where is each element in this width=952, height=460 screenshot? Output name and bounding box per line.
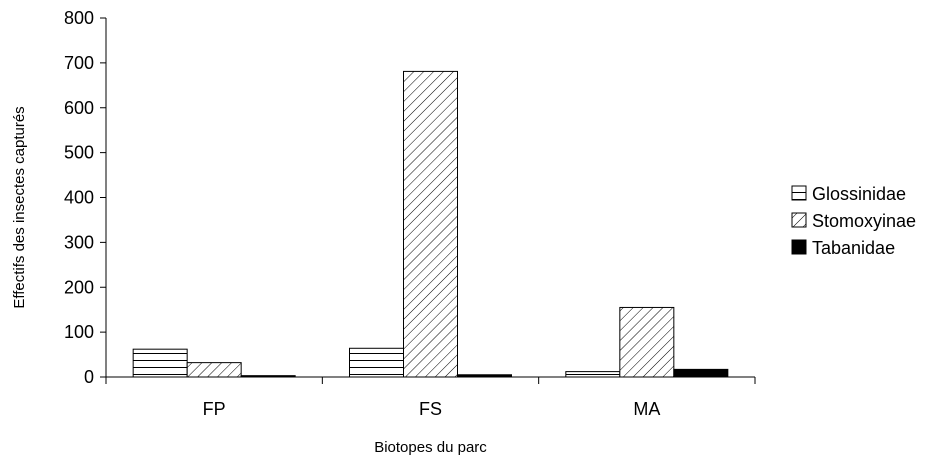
y-tick-label: 300 <box>64 232 94 252</box>
x-category-label: FP <box>203 399 226 419</box>
legend-label-stomoxyinae: Stomoxyinae <box>812 211 916 231</box>
bar-stomoxyinae-fs <box>403 70 458 378</box>
bar-stomoxyinae-ma <box>619 306 675 378</box>
legend: Glossinidae Stomoxyinae Tabanidae <box>791 184 916 258</box>
bar-tabanidae-ma <box>673 368 729 378</box>
labels: 0 100 200 300 400 500 600 700 800 FP FS MA Biotopes … <box>11 8 660 456</box>
y-tick-label: 600 <box>64 98 94 118</box>
bars <box>132 70 729 378</box>
y-tick-label: 200 <box>64 277 94 297</box>
y-tick-label: 700 <box>64 53 94 73</box>
bar-stomoxyinae-fp <box>186 362 242 378</box>
y-tick-label: 800 <box>64 8 94 28</box>
x-axis-title: Biotopes du parc <box>374 439 487 456</box>
y-tick-label: 0 <box>84 367 94 387</box>
bar-glossinidae-fp <box>132 348 188 378</box>
y-tick-label: 100 <box>64 322 94 342</box>
legend-swatch-tabanidae <box>791 239 807 255</box>
bar-glossinidae-fs <box>349 347 404 378</box>
bar-tabanidae-fp <box>240 375 296 378</box>
legend-label-tabanidae: Tabanidae <box>812 238 895 258</box>
y-axis-title: Effectifs des insectes capturés <box>11 106 28 308</box>
legend-swatch-glossinidae <box>791 185 807 201</box>
y-tick-label: 400 <box>64 188 94 208</box>
y-tick-label: 500 <box>64 143 94 163</box>
legend-swatch-stomoxyinae <box>791 212 807 228</box>
bar-glossinidae-ma <box>565 371 621 378</box>
x-category-label: MA <box>633 399 660 419</box>
legend-label-glossinidae: Glossinidae <box>812 184 906 204</box>
bar-tabanidae-fs <box>457 374 512 378</box>
x-category-label: FS <box>419 399 442 419</box>
